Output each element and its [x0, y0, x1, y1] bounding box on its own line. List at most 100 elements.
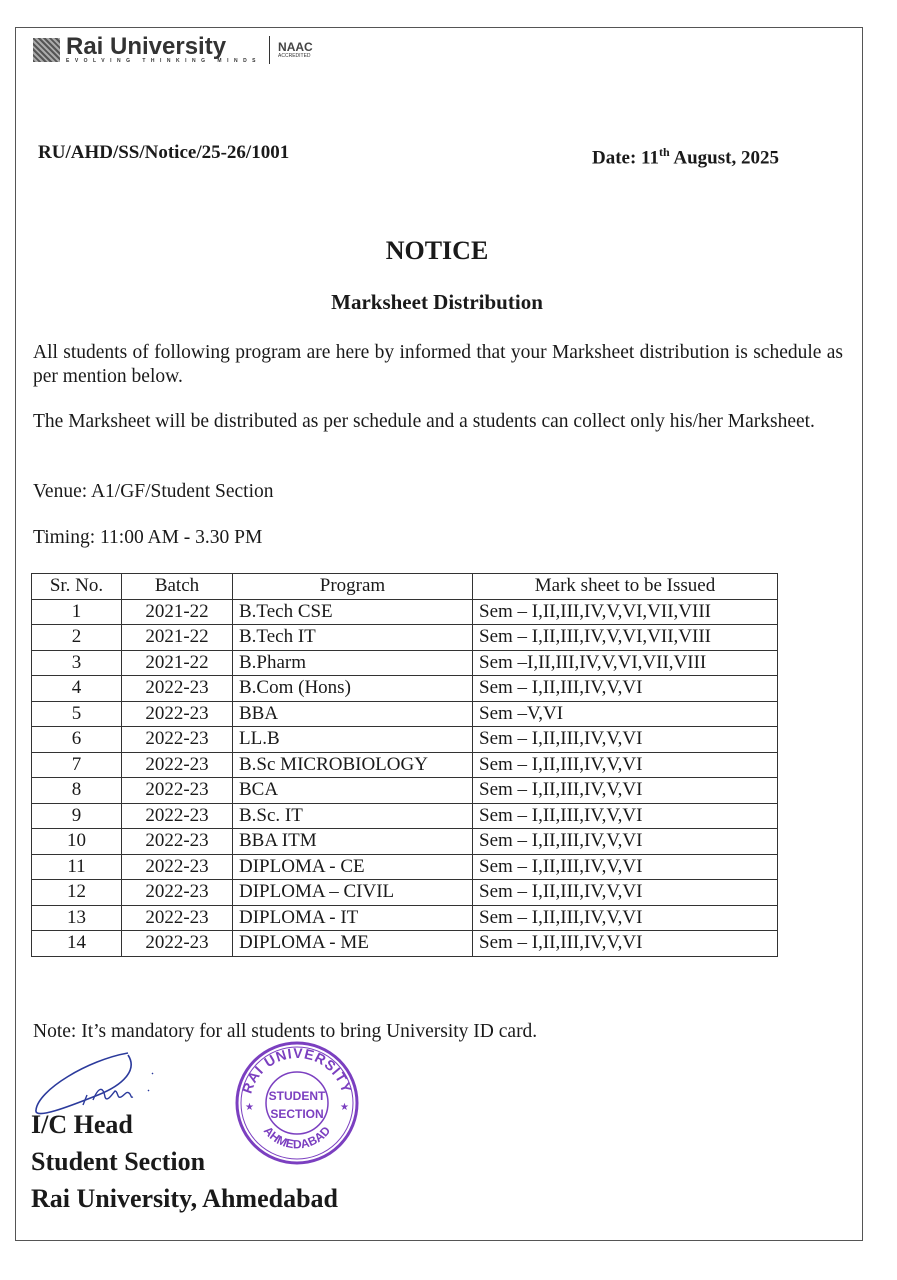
- divider: [269, 36, 271, 64]
- signatory-institution: Rai University, Ahmedabad: [31, 1184, 338, 1213]
- svg-text:AHMEDABAD: AHMEDABAD: [261, 1123, 334, 1151]
- sr-no-cell: 7: [31, 751, 122, 778]
- batch-cell: 2022-23: [121, 879, 233, 906]
- marksheet-cell: Sem – I,II,III,IV,V,VI: [472, 751, 778, 778]
- university-logo: Rai University EVOLVING THINKING MINDS N…: [33, 33, 313, 64]
- table-row: 1 2021-22 B.Tech CSE Sem – I,II,III,IV,V,VI…: [31, 598, 778, 625]
- table-row: 12 2022-23 DIPLOMA – CIVIL Sem – I,II,III,I…: [31, 879, 778, 906]
- marksheet-cell: Sem – I,II,III,IV,V,VI: [472, 802, 778, 829]
- venue: Venue: A1/GF/Student Section: [33, 481, 274, 502]
- table-row: 5 2022-23 BBA Sem –V,VI: [31, 700, 778, 727]
- batch-cell: 2021-22: [121, 649, 233, 676]
- notice-date: Date: 11th August, 2025: [592, 145, 779, 169]
- program-cell: LL.B: [232, 726, 473, 753]
- signature: [35, 1052, 154, 1115]
- sr-no-cell: 12: [31, 879, 122, 906]
- table-row: 13 2022-23 DIPLOMA - IT Sem – I,II,III,IV,V…: [31, 904, 778, 931]
- program-cell: BCA: [232, 777, 473, 804]
- sr-no-cell: 1: [31, 598, 122, 625]
- sr-no-cell: 14: [31, 930, 122, 957]
- program-cell: DIPLOMA – CIVIL: [232, 879, 473, 906]
- program-cell: B.Com (Hons): [232, 675, 473, 702]
- page-border: [15, 27, 863, 1241]
- sr-no-cell: 9: [31, 802, 122, 829]
- sr-no-cell: 3: [31, 649, 122, 676]
- batch-cell: 2021-22: [121, 598, 233, 625]
- marksheet-cell: Sem –I,II,III,IV,V,VI,VII,VIII: [472, 649, 778, 676]
- table-row: 10 2022-23 BBA ITM Sem – I,II,III,IV,V,VI: [31, 828, 778, 855]
- table-row: 3 2021-22 B.Pharm Sem –I,II,III,IV,V,VI,VII…: [31, 649, 778, 676]
- sr-no-cell: 2: [31, 624, 122, 651]
- table-row: 8 2022-23 BCA Sem – I,II,III,IV,V,VI: [31, 777, 778, 804]
- program-cell: B.Tech CSE: [232, 598, 473, 625]
- sr-no-cell: 6: [31, 726, 122, 753]
- table-row: 4 2022-23 B.Com (Hons) Sem – I,II,III,IV,V,…: [31, 675, 778, 702]
- batch-cell: 2022-23: [121, 904, 233, 931]
- table-header-row: Sr. No. Batch Program Mark sheet to be I…: [31, 573, 778, 600]
- batch-cell: 2022-23: [121, 828, 233, 855]
- sr-no-cell: 13: [31, 904, 122, 931]
- program-cell: BBA ITM: [232, 828, 473, 855]
- header-marksheet: Mark sheet to be Issued: [472, 573, 778, 600]
- schedule-table: Sr. No. Batch Program Mark sheet to be I…: [31, 573, 778, 957]
- sr-no-cell: 5: [31, 700, 122, 727]
- reference-number: RU/AHD/SS/Notice/25-26/1001: [38, 142, 290, 163]
- notice-subtitle: Marksheet Distribution: [331, 290, 543, 314]
- marksheet-cell: Sem – I,II,III,IV,V,VI: [472, 828, 778, 855]
- timing: Timing: 11:00 AM - 3.30 PM: [33, 527, 263, 548]
- sr-no-cell: 8: [31, 777, 122, 804]
- program-cell: DIPLOMA - IT: [232, 904, 473, 931]
- batch-cell: 2022-23: [121, 751, 233, 778]
- notice-title: NOTICE: [385, 236, 489, 265]
- student-section-stamp: RAI UNIVERSITY AHMEDABAD STUDENT SECTION…: [235, 1041, 359, 1165]
- header-batch: Batch: [121, 573, 233, 600]
- table-row: 14 2022-23 DIPLOMA - ME Sem – I,II,III,IV,V…: [31, 930, 778, 957]
- sr-no-cell: 10: [31, 828, 122, 855]
- program-cell: B.Sc. IT: [232, 802, 473, 829]
- batch-cell: 2022-23: [121, 675, 233, 702]
- tagline: EVOLVING THINKING MINDS: [66, 58, 262, 64]
- program-cell: B.Sc MICROBIOLOGY: [232, 751, 473, 778]
- marksheet-cell: Sem – I,II,III,IV,V,VI: [472, 726, 778, 753]
- marksheet-cell: Sem – I,II,III,IV,V,VI: [472, 853, 778, 880]
- program-cell: B.Tech IT: [232, 624, 473, 651]
- batch-cell: 2021-22: [121, 624, 233, 651]
- marksheet-cell: Sem – I,II,III,IV,V,VI: [472, 777, 778, 804]
- program-cell: DIPLOMA - CE: [232, 853, 473, 880]
- svg-text:★: ★: [245, 1102, 254, 1113]
- crest-icon: [33, 38, 60, 62]
- marksheet-cell: Sem – I,II,III,IV,V,VI,VII,VIII: [472, 624, 778, 651]
- table-row: 9 2022-23 B.Sc. IT Sem – I,II,III,IV,V,VI: [31, 802, 778, 829]
- distribution-paragraph: The Marksheet will be distributed as per…: [33, 411, 815, 432]
- naac-accredited: ACCREDITED: [278, 52, 311, 59]
- svg-text:★: ★: [340, 1102, 349, 1113]
- note: Note: It’s mandatory for all students to…: [33, 1021, 538, 1042]
- svg-text:SECTION: SECTION: [270, 1107, 323, 1121]
- batch-cell: 2022-23: [121, 700, 233, 727]
- table-row: 11 2022-23 DIPLOMA - CE Sem – I,II,III,IV,V…: [31, 853, 778, 880]
- program-cell: DIPLOMA - ME: [232, 930, 473, 957]
- program-cell: B.Pharm: [232, 649, 473, 676]
- table-row: 2 2021-22 B.Tech IT Sem – I,II,III,IV,V,VI,…: [31, 624, 778, 651]
- marksheet-cell: Sem – I,II,III,IV,V,VI: [472, 930, 778, 957]
- sr-no-cell: 4: [31, 675, 122, 702]
- table-row: 7 2022-23 B.Sc MICROBIOLOGY Sem – I,II,III,…: [31, 751, 778, 778]
- sr-no-cell: 11: [31, 853, 122, 880]
- intro-paragraph: All students of following program are he…: [33, 342, 843, 387]
- marksheet-cell: Sem – I,II,III,IV,V,VI: [472, 879, 778, 906]
- marksheet-cell: Sem – I,II,III,IV,V,VI,VII,VIII: [472, 598, 778, 625]
- batch-cell: 2022-23: [121, 853, 233, 880]
- naac-label: NAAC: [278, 39, 313, 54]
- batch-cell: 2022-23: [121, 930, 233, 957]
- batch-cell: 2022-23: [121, 802, 233, 829]
- header-program: Program: [232, 573, 473, 600]
- svg-text:STUDENT: STUDENT: [269, 1089, 326, 1103]
- batch-cell: 2022-23: [121, 726, 233, 753]
- signatory-title: I/C Head: [31, 1110, 133, 1139]
- table-row: 6 2022-23 LL.B Sem – I,II,III,IV,V,VI: [31, 726, 778, 753]
- header-sr-no: Sr. No.: [31, 573, 122, 600]
- marksheet-cell: Sem – I,II,III,IV,V,VI: [472, 904, 778, 931]
- marksheet-cell: Sem – I,II,III,IV,V,VI: [472, 675, 778, 702]
- brand-name: Rai University: [66, 33, 227, 60]
- batch-cell: 2022-23: [121, 777, 233, 804]
